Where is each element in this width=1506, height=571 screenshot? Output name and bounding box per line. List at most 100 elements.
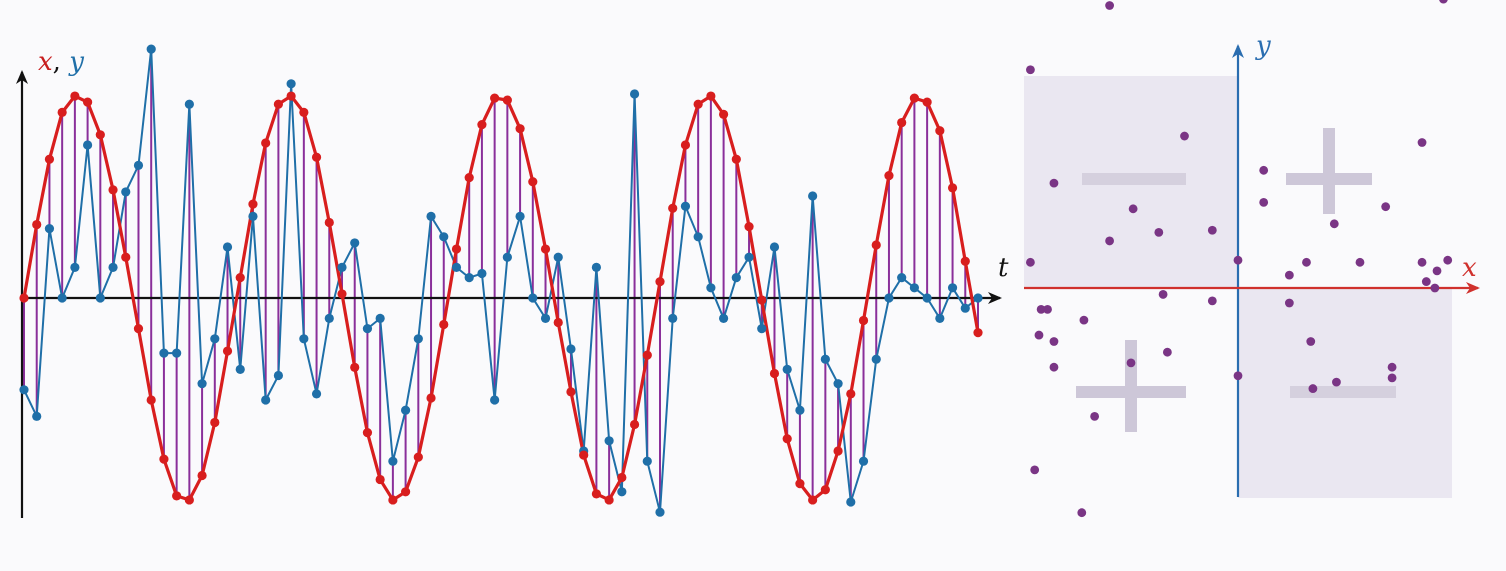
time-series-chart: x, y t [16,44,1009,518]
x-point-27 [362,428,373,438]
scatter-point-0 [1105,1,1114,10]
y-point-56 [731,273,741,283]
y-point-37 [490,395,500,405]
x-point-60 [782,434,792,444]
x-point-43 [566,387,576,397]
y-point-23 [311,389,322,399]
y-point-24 [324,313,334,323]
y-point-15 [210,334,220,344]
scatter-point-33 [1162,347,1172,357]
scatter-point-24 [1158,290,1168,299]
y-point-3 [57,293,67,303]
x-point-2 [44,154,55,164]
x-point-33 [439,319,449,330]
scatter-y-label: y [1255,31,1271,61]
y-point-30 [401,405,411,415]
x-point-12 [172,491,182,501]
x-point-69 [897,117,907,128]
y-point-22 [299,334,309,344]
x-point-18 [248,199,258,209]
y-point-39 [515,211,525,221]
quadrant-2-sign [1082,173,1186,185]
y-point-70 [909,283,920,293]
quadrant-4-sign [1290,386,1396,398]
y-point-71 [922,293,932,303]
scatter-point-39 [1332,377,1341,387]
scatter-point-6 [1049,178,1059,188]
x-point-30 [401,487,411,497]
y-point-55 [719,313,729,323]
x-point-17 [235,273,245,283]
x-point-32 [426,393,436,403]
x-point-45 [591,489,602,499]
x-point-23 [311,152,322,162]
scatter-point-30 [1034,330,1044,340]
y-point-72 [935,313,945,323]
scatter-point-8 [1259,198,1269,207]
y-point-7 [108,262,118,272]
scatter-point-3 [1180,131,1189,141]
scatter-point-14 [1026,257,1035,267]
x-point-67 [871,240,881,250]
scatter-point-36 [1387,362,1397,372]
x-point-34 [451,244,462,254]
x-point-19 [261,138,271,148]
scatter-point-5 [1417,138,1427,147]
x-point-70 [909,93,920,103]
y-point-16 [222,242,233,252]
x-point-29 [388,495,398,505]
y-point-11 [159,348,169,358]
y-point-47 [617,487,627,497]
scatter-point-38 [1387,373,1397,383]
x-point-21 [286,91,296,101]
scatter-point-13 [1329,219,1339,229]
x-point-72 [935,126,945,136]
x-point-51 [668,203,678,213]
scatter-point-26 [1284,298,1294,308]
y-point-46 [604,436,614,446]
x-point-1 [32,219,42,230]
y-point-6 [95,293,105,303]
y-point-21 [286,79,296,89]
y-point-49 [642,456,652,466]
scatter-point-1 [1439,0,1448,4]
x-point-66 [858,315,869,326]
scatter-point-10 [1154,227,1164,237]
x-point-62 [808,495,818,505]
y-point-12 [172,348,182,358]
scatter-point-20 [1432,266,1442,276]
y-point-29 [388,456,398,466]
scatter-point-27 [1036,305,1046,314]
y-point-51 [668,313,678,323]
y-point-42 [553,252,563,262]
y-point-0 [19,385,29,395]
y-point-32 [426,211,436,221]
scatter-point-4 [1259,165,1269,175]
x-point-6 [95,130,105,140]
y-point-64 [833,379,843,389]
x-point-58 [757,295,767,305]
y-point-41 [540,313,551,323]
y-point-13 [184,99,194,109]
y-point-45 [591,262,602,272]
x-point-37 [490,93,500,103]
x-point-64 [833,446,843,456]
scatter-point-42 [1030,465,1040,475]
y-point-8 [121,187,131,197]
x-point-42 [553,317,563,328]
y-point-58 [757,324,767,334]
label-comma: , [53,47,70,77]
scatter-point-34 [1126,358,1136,368]
y-point-52 [680,201,691,211]
x-point-56 [731,154,741,164]
scatter-x-label: x [1462,253,1477,283]
scatter-point-7 [1128,204,1138,214]
x-point-46 [604,495,614,505]
scatter-chart: y x [1024,0,1480,518]
scatter-point-25 [1207,296,1217,306]
x-point-47 [617,472,627,483]
y-point-40 [528,293,538,303]
y-point-66 [858,456,869,466]
y-point-18 [248,211,258,221]
